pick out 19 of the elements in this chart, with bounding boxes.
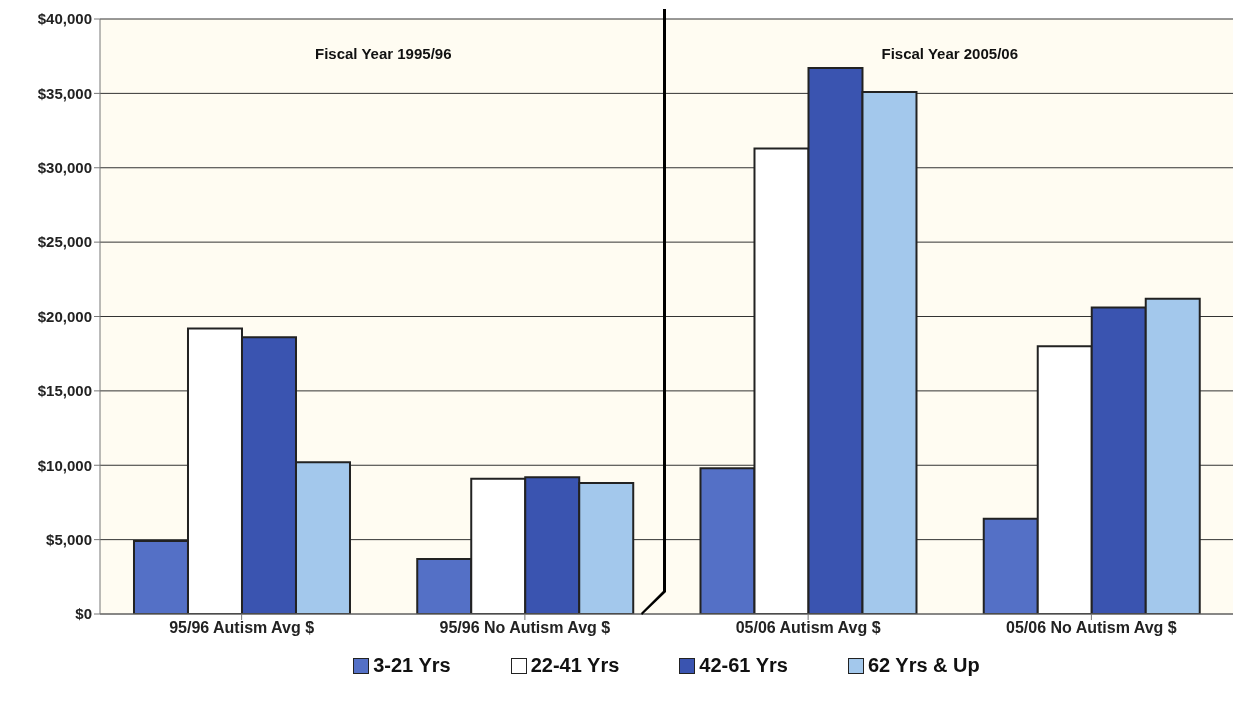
y-tick-label: $15,000 <box>37 382 92 400</box>
legend-label: 3-21 Yrs <box>372 654 451 677</box>
y-tick-label: $20,000 <box>37 307 92 325</box>
x-tick-label: 95/96 Autism Avg $ <box>169 619 315 637</box>
y-tick-label: $35,000 <box>37 84 92 102</box>
y-tick-label: $30,000 <box>37 159 92 177</box>
x-tick-label: 95/96 No Autism Avg $ <box>439 619 611 637</box>
x-tick-label: 05/06 Autism Avg $ <box>735 619 881 637</box>
legend-label: 62 Yrs & Up <box>866 654 980 677</box>
legend-label: 42-61 Yrs <box>698 654 788 677</box>
y-tick-label: $25,000 <box>37 233 92 251</box>
annotation: Fiscal Year 1995/96 <box>314 45 453 62</box>
x-tick-label: 05/06 No Autism Avg $ <box>1006 619 1177 637</box>
annotation: Fiscal Year 2005/06 <box>880 45 1019 62</box>
y-tick-label: $0 <box>75 605 92 623</box>
y-tick-label: $40,000 <box>37 10 92 28</box>
legend-label: 22-41 Yrs <box>529 654 620 677</box>
y-tick-label: $10,000 <box>37 456 92 474</box>
y-tick-label: $5,000 <box>46 530 92 548</box>
